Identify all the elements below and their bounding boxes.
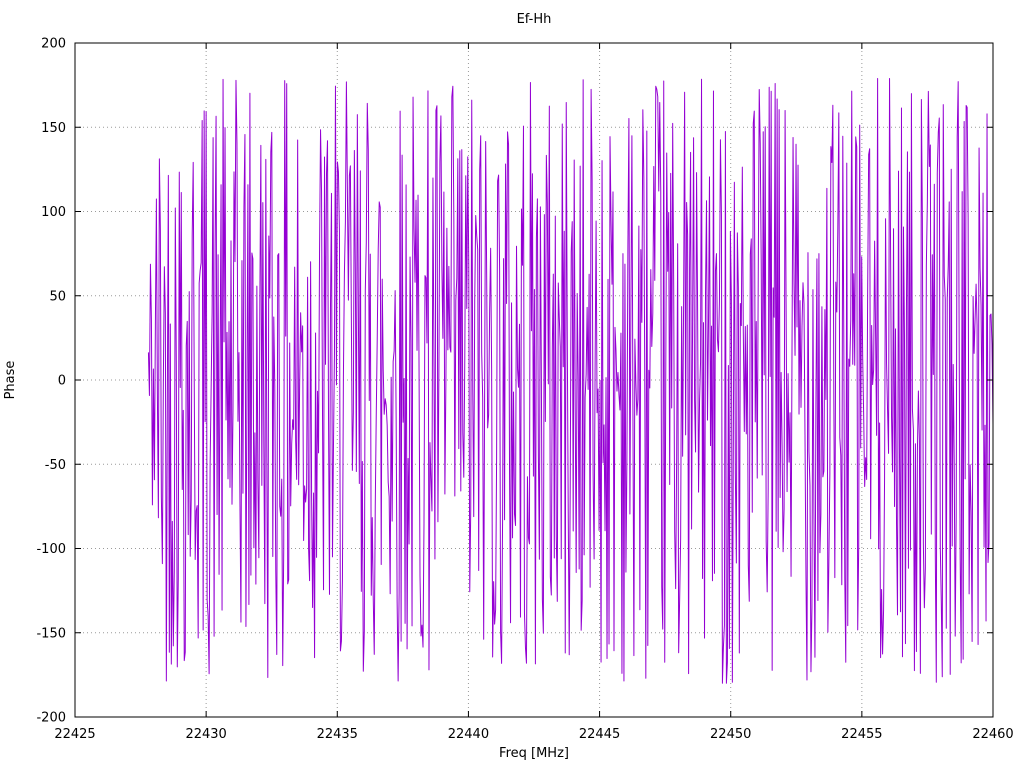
y-tick-label: -50 [45,458,66,473]
x-tick-label: 22455 [841,727,882,742]
x-tick-label: 22445 [579,727,620,742]
y-tick-label: 200 [41,37,66,52]
tick-marks [74,42,994,718]
y-tick-label: -200 [36,711,66,726]
x-tick-label: 22425 [54,727,95,742]
x-tick-label: 22440 [448,727,489,742]
y-tick-label: 150 [41,121,66,136]
x-tick-label: 22435 [317,727,358,742]
chart-title: Ef-Hh [517,12,552,27]
y-tick-label: -100 [36,542,66,557]
y-tick-label: 50 [49,289,66,304]
y-tick-label: 0 [58,374,66,389]
data-series-ef-hh [147,77,994,684]
x-tick-label: 22460 [972,727,1013,742]
y-tick-label: 100 [41,205,66,220]
x-axis-label: Freq [MHz] [499,746,569,761]
x-tick-label: 22450 [710,727,751,742]
phase-data-line [147,77,994,684]
y-axis-label: Phase [3,361,18,400]
tick-labels: 22425 22430 22435 22440 22445 22450 22455 22460… [36,37,1013,743]
x-tick-label: 22430 [185,727,226,742]
y-tick-label: -150 [36,626,66,641]
